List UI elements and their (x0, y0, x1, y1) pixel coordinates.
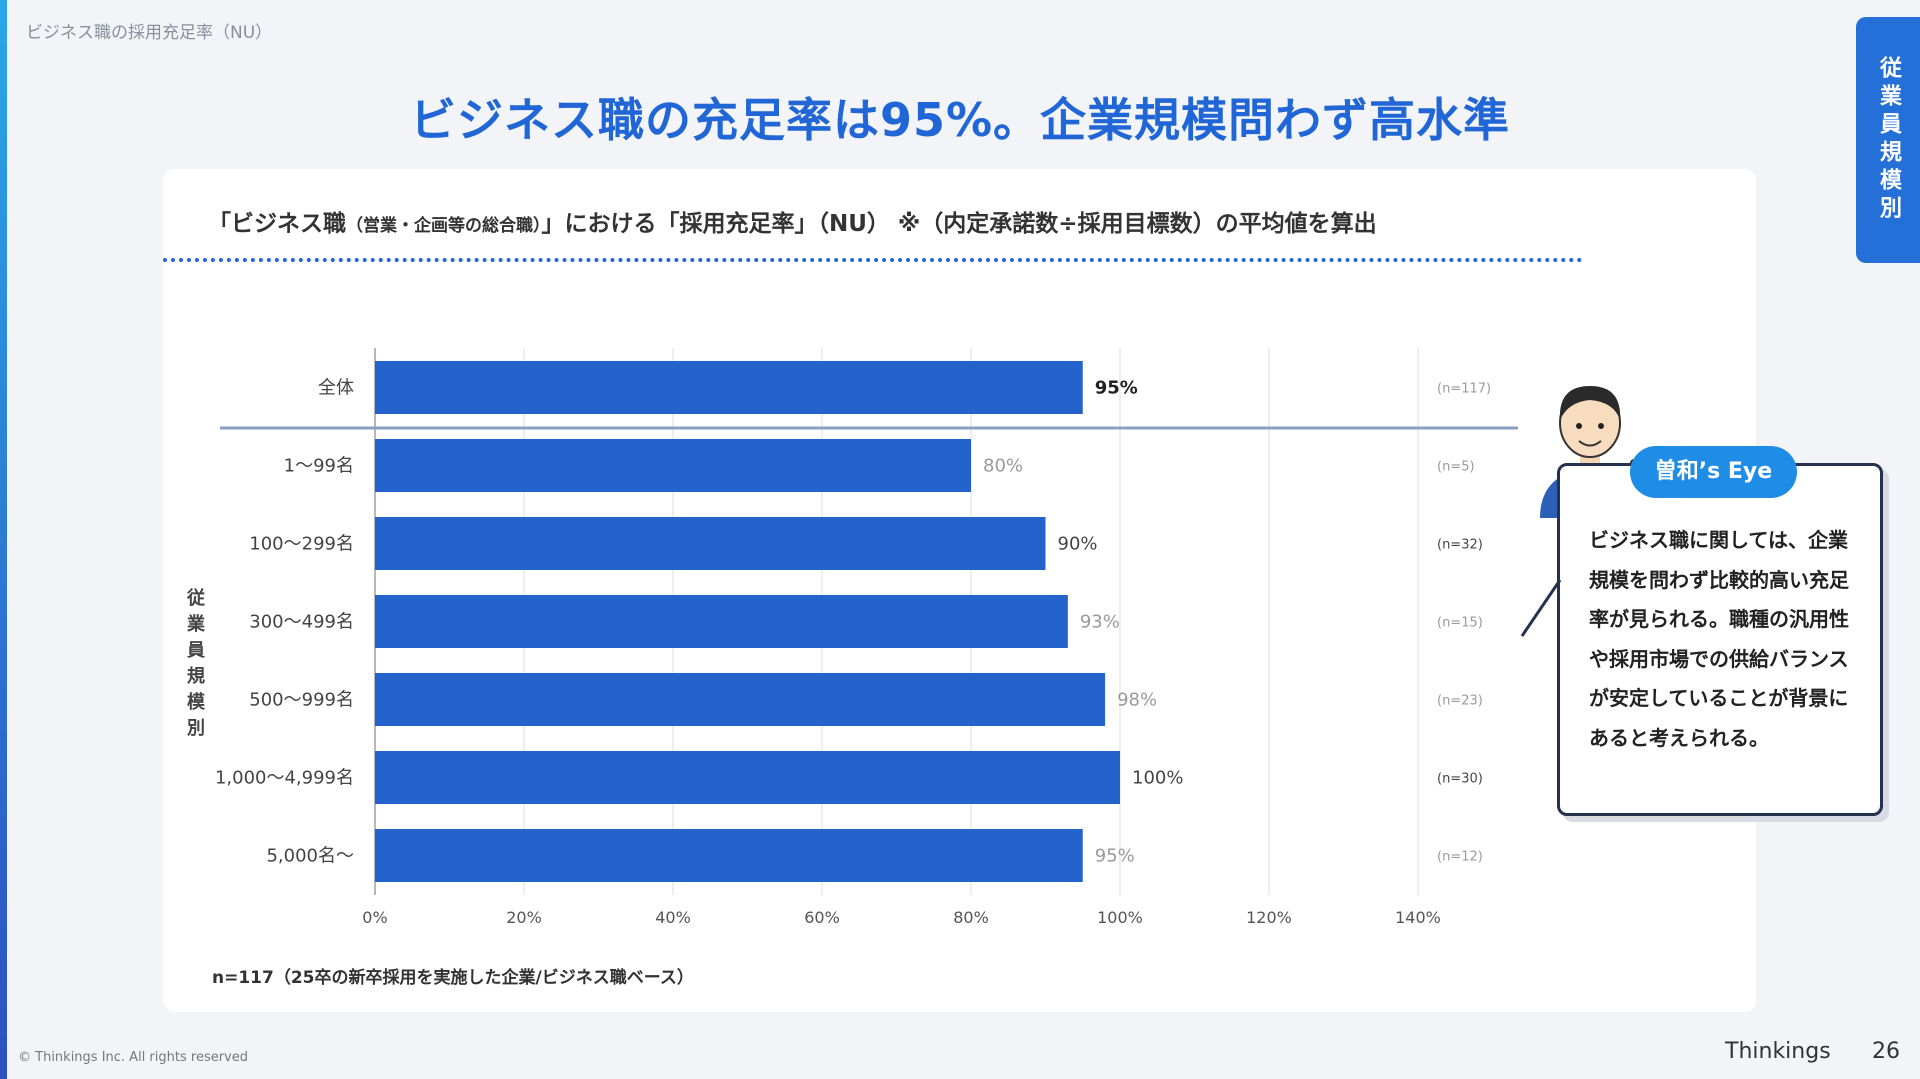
category-label: 全体 (318, 378, 354, 399)
bar (375, 439, 971, 492)
y-axis-char: 模 (187, 692, 205, 713)
comment-text: ビジネス職に関しては、企業規模を問わず比較的高い充足率が見られる。職種の汎用性や… (1589, 528, 1849, 750)
dotted-divider (163, 258, 1583, 262)
tab-employee-size[interactable]: 従業員規模別 (1856, 17, 1920, 263)
bar (375, 361, 1083, 414)
x-tick-label: 140% (1395, 908, 1441, 927)
y-axis-char: 従 (187, 588, 205, 609)
sample-size-label: (n=30) (1437, 772, 1483, 787)
subtitle-part-3: 」における「採用充足率」（NU） ※（内定承諾数÷採用目標数）の平均値を算出 (541, 211, 1377, 237)
category-label: 1～99名 (284, 456, 354, 477)
data-label: 100% (1132, 768, 1183, 789)
data-label: 95% (1095, 378, 1138, 399)
y-axis-char: 規 (187, 666, 205, 687)
sample-size-label: (n=32) (1437, 538, 1483, 553)
y-axis-char: 業 (187, 614, 205, 635)
page-title: ビジネス職の充足率は95%。企業規模問わず高水準 (409, 93, 1511, 147)
bar (375, 595, 1068, 648)
x-tick-label: 20% (506, 908, 542, 927)
speech-pointer-icon (1520, 580, 1562, 637)
subtitle-part-1: 「ビジネス職 (208, 211, 346, 237)
data-label: 93% (1080, 612, 1120, 633)
brand-logo: Thinkings (1725, 1039, 1831, 1064)
category-label: 500～999名 (249, 690, 354, 711)
data-label: 80% (983, 456, 1023, 477)
chart-subtitle: 「ビジネス職（営業・企画等の総合職）」における「採用充足率」（NU） ※（内定承… (208, 204, 1377, 238)
sample-size-label: (n=15) (1437, 616, 1483, 631)
x-tick-label: 60% (804, 908, 840, 927)
copyright: © Thinkings Inc. All rights reserved (18, 1050, 249, 1065)
y-axis-char: 別 (187, 718, 205, 739)
x-tick-label: 40% (655, 908, 691, 927)
data-label: 95% (1095, 846, 1135, 867)
x-tick-label: 100% (1097, 908, 1143, 927)
eye-badge: 曽和’s Eye (1630, 446, 1797, 498)
bar (375, 673, 1106, 726)
category-label: 300～499名 (249, 612, 354, 633)
x-tick-label: 80% (953, 908, 989, 927)
sample-size-label: (n=12) (1437, 850, 1483, 865)
category-label: 100～299名 (249, 534, 354, 555)
x-tick-label: 0% (362, 908, 387, 927)
subtitle-part-2: （営業・企画等の総合職） (346, 216, 542, 236)
page-number: 26 (1872, 1039, 1900, 1064)
data-label: 90% (1058, 534, 1098, 555)
sample-size-label: (n=5) (1437, 460, 1475, 475)
comment-box (1557, 463, 1883, 816)
sample-size-label: (n=117) (1437, 382, 1491, 397)
bar (375, 751, 1120, 804)
bar (375, 517, 1046, 570)
category-label: 5,000名～ (266, 846, 354, 867)
category-label: 1,000～4,999名 (215, 768, 354, 789)
breadcrumb: ビジネス職の採用充足率（NU） (26, 23, 273, 43)
x-tick-label: 120% (1246, 908, 1292, 927)
bar (375, 829, 1083, 882)
sample-size-label: (n=23) (1437, 694, 1483, 709)
footnote: n=117（25卒の新卒採用を実施した企業/ビジネス職ベース） (212, 968, 694, 988)
y-axis-char: 員 (187, 640, 205, 661)
y-axis-label: 従 業 員 規 模 別 (184, 586, 208, 742)
data-label: 98% (1117, 690, 1157, 711)
left-accent-strip (0, 0, 7, 1079)
